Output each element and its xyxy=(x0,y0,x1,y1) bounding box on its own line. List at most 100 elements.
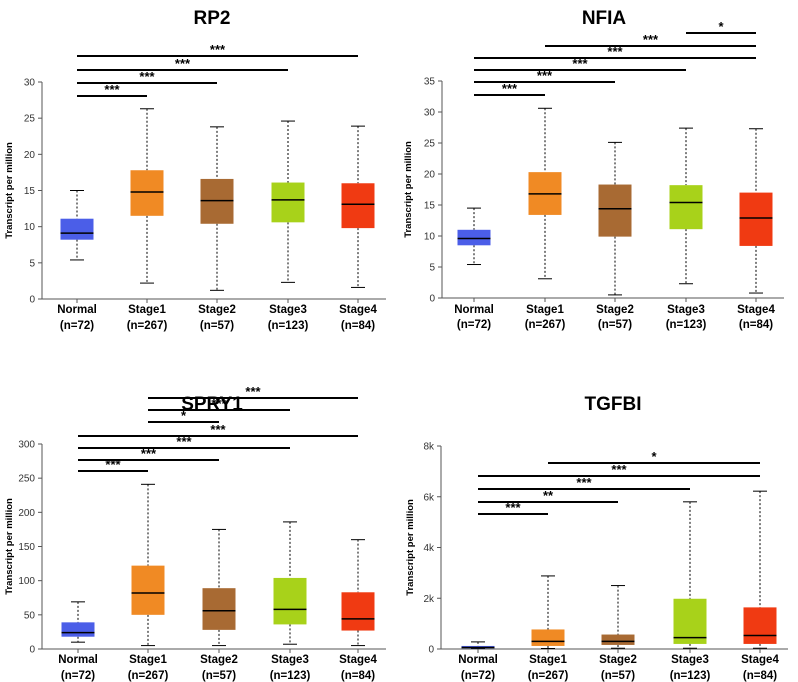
significance-label: *** xyxy=(643,32,659,47)
box-stage1 xyxy=(528,107,562,280)
sample-count-label: (n=123) xyxy=(268,320,309,332)
y-tick-label: 200 xyxy=(18,508,35,519)
box-iqr xyxy=(739,192,773,246)
y-tick-label: 25 xyxy=(24,114,36,125)
y-tick-label: 10 xyxy=(24,222,36,233)
box-iqr xyxy=(673,598,707,644)
category-label: Stage1 xyxy=(129,654,167,666)
box-iqr xyxy=(457,229,491,246)
box-stage3 xyxy=(273,521,307,645)
box-iqr xyxy=(341,183,375,229)
sample-count-label: (n=57) xyxy=(601,670,635,682)
category-label: Normal xyxy=(57,304,97,316)
box-iqr xyxy=(743,607,777,644)
box-stage1 xyxy=(131,483,165,647)
y-tick-label: 25 xyxy=(424,139,436,150)
significance-label: *** xyxy=(139,69,155,84)
y-tick-label: 300 xyxy=(18,440,35,451)
y-tick-label: 20 xyxy=(24,150,36,161)
sample-count-label: (n=267) xyxy=(127,320,168,332)
chart-title: TGFBI xyxy=(585,394,642,415)
significance-label: *** xyxy=(611,462,627,477)
sample-count-label: (n=123) xyxy=(666,319,707,331)
box-iqr xyxy=(271,182,305,223)
significance-label: *** xyxy=(537,68,553,83)
category-label: Stage1 xyxy=(526,304,564,316)
y-tick-label: 6k xyxy=(423,492,435,503)
y-axis-label: Transcript per million xyxy=(403,141,414,238)
category-label: Normal xyxy=(454,304,494,316)
box-iqr xyxy=(61,622,95,637)
significance-label: *** xyxy=(211,396,227,411)
box-stage4 xyxy=(739,128,773,294)
box-stage1 xyxy=(130,108,164,284)
box-normal xyxy=(461,641,495,649)
box-iqr xyxy=(202,588,236,630)
y-tick-label: 8k xyxy=(423,442,435,453)
chart-panel-nfia: NFIA Transcript per million 0 5 10 15 20 25 30 35… xyxy=(403,8,784,331)
significance-label: *** xyxy=(141,446,157,461)
y-tick-label: 30 xyxy=(424,108,436,119)
y-axis-label: Transcript per million xyxy=(405,499,416,596)
category-label: Stage3 xyxy=(671,654,709,666)
sample-count-label: (n=72) xyxy=(60,320,94,332)
sample-count-label: (n=84) xyxy=(341,320,375,332)
sample-count-label: (n=123) xyxy=(270,670,311,682)
significance-label: *** xyxy=(175,56,191,71)
box-stage3 xyxy=(673,501,707,649)
category-label: Stage2 xyxy=(596,304,634,316)
box-stage2 xyxy=(202,528,236,647)
y-tick-label: 0 xyxy=(29,645,35,656)
y-axis-label: Transcript per million xyxy=(4,498,15,595)
category-label: Stage3 xyxy=(269,304,307,316)
significance-label: *** xyxy=(572,56,588,71)
category-label: Stage3 xyxy=(667,304,705,316)
significance-label: ** xyxy=(543,488,554,503)
y-tick-label: 20 xyxy=(424,170,436,181)
category-label: Stage4 xyxy=(737,304,775,316)
y-tick-label: 2k xyxy=(423,594,435,605)
category-label: Stage4 xyxy=(339,304,377,316)
sample-count-label: (n=84) xyxy=(341,670,375,682)
box-stage4 xyxy=(341,539,375,647)
sample-count-label: (n=267) xyxy=(128,670,169,682)
y-tick-label: 100 xyxy=(18,576,35,587)
category-label: Stage1 xyxy=(128,304,166,316)
category-label: Stage2 xyxy=(599,654,637,666)
box-normal xyxy=(61,601,95,643)
box-normal xyxy=(60,190,94,261)
box-iqr xyxy=(60,218,94,240)
box-stage4 xyxy=(341,125,375,288)
y-axis-label: Transcript per million xyxy=(4,142,15,239)
sample-count-label: (n=123) xyxy=(670,670,711,682)
significance-label: *** xyxy=(210,42,226,57)
sample-count-label: (n=57) xyxy=(598,319,632,331)
category-label: Stage4 xyxy=(741,654,779,666)
significance-label: *** xyxy=(210,422,226,437)
box-normal xyxy=(457,207,491,266)
y-tick-label: 0 xyxy=(428,645,434,656)
significance-label: * xyxy=(718,19,724,34)
category-label: Stage3 xyxy=(271,654,309,666)
category-label: Normal xyxy=(458,654,498,666)
y-tick-label: 30 xyxy=(24,78,36,89)
significance-label: *** xyxy=(104,82,120,97)
box-stage2 xyxy=(601,585,635,649)
box-iqr xyxy=(341,592,375,631)
chart-panel-rp2: RP2 Transcript per million 0 5 10 15 20 25 30 Nor… xyxy=(4,8,386,332)
category-label: Stage2 xyxy=(198,304,236,316)
sample-count-label: (n=84) xyxy=(739,319,773,331)
y-tick-label: 10 xyxy=(424,232,436,243)
y-tick-label: 15 xyxy=(424,201,436,212)
y-tick-label: 5 xyxy=(29,258,35,269)
sample-count-label: (n=57) xyxy=(200,320,234,332)
significance-label: *** xyxy=(505,500,521,515)
sample-count-label: (n=84) xyxy=(743,670,777,682)
sample-count-label: (n=72) xyxy=(461,670,495,682)
category-label: Normal xyxy=(58,654,98,666)
y-tick-label: 15 xyxy=(24,186,36,197)
significance-label: * xyxy=(651,449,657,464)
sample-count-label: (n=72) xyxy=(457,319,491,331)
y-tick-label: 35 xyxy=(424,77,436,88)
